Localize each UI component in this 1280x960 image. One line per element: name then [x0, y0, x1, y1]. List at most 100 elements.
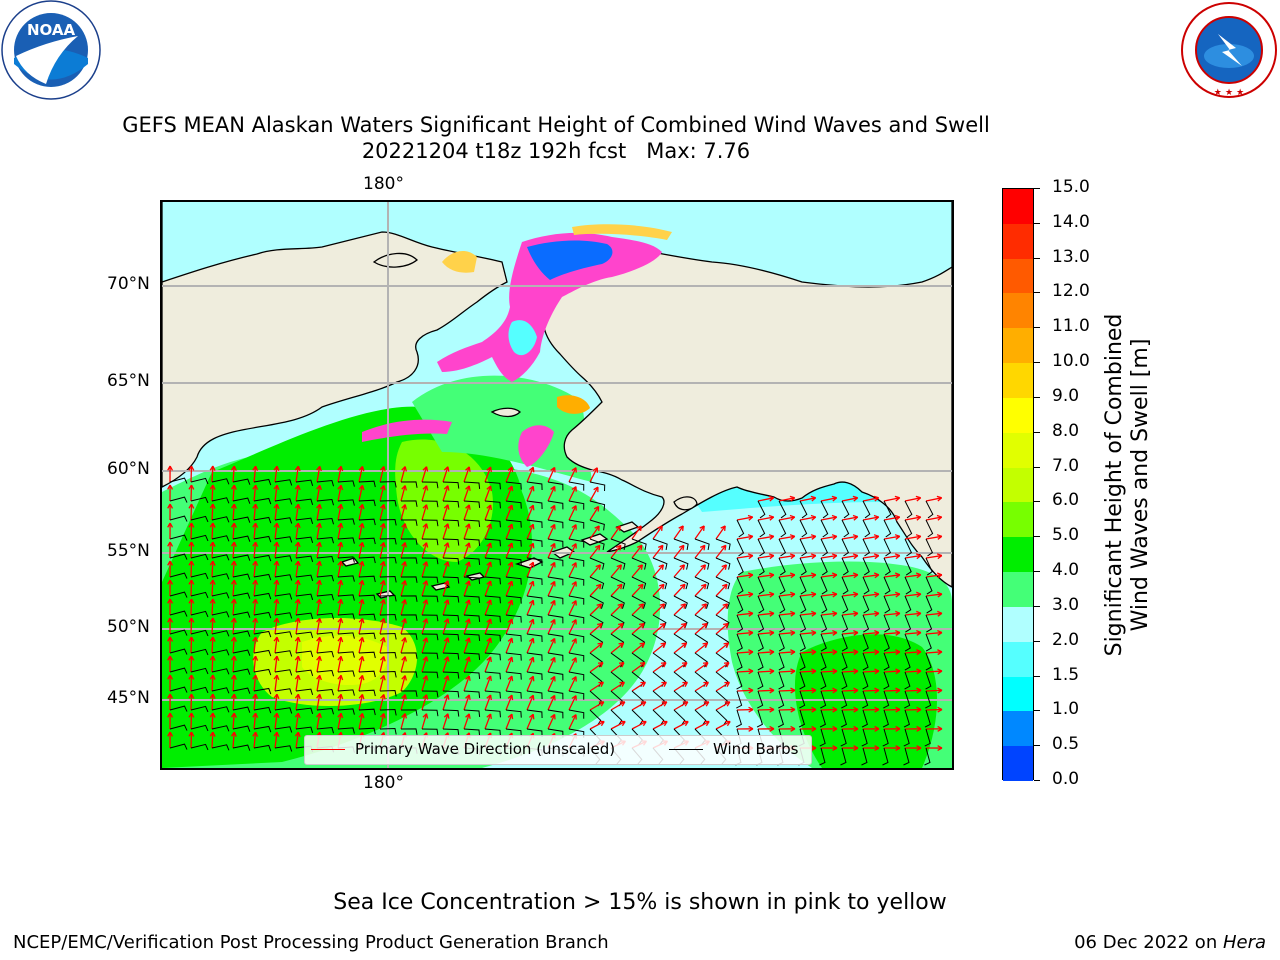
wave-arrow-head	[853, 709, 859, 713]
wind-barb	[904, 538, 913, 557]
wave-arrow-head	[188, 560, 193, 566]
wave-arrow-head	[723, 622, 729, 626]
wind-barb	[484, 595, 501, 604]
wave-arrow-head	[383, 561, 386, 567]
wave-direction-arrow	[463, 485, 470, 502]
wave-direction-arrow	[526, 695, 534, 711]
wind-barb	[253, 687, 272, 695]
wave-direction-arrow	[253, 694, 257, 711]
wind-barb	[715, 576, 731, 590]
wave-arrow-head	[789, 572, 796, 576]
wind-barb	[799, 557, 807, 576]
wave-arrow-head	[721, 564, 727, 568]
wave-arrow-head	[212, 465, 216, 471]
wind-barb	[463, 690, 481, 698]
wave-arrow-head	[663, 701, 668, 707]
wind-barb	[526, 595, 543, 605]
wave-arrow-head	[937, 687, 943, 691]
wave-arrow-head	[915, 534, 921, 537]
wave-direction-arrow	[316, 637, 321, 654]
wave-arrow-head	[638, 603, 644, 606]
wave-arrow-head	[294, 484, 299, 490]
wave-arrow-head	[422, 485, 427, 490]
colorbar-segment	[1003, 537, 1033, 573]
wave-arrow-head	[528, 618, 534, 623]
wind-barb	[568, 633, 585, 643]
wave-arrow-head	[489, 694, 492, 701]
wave-arrow-head	[895, 497, 901, 502]
colorbar-segment	[1003, 258, 1033, 294]
wave-arrow-head	[895, 629, 901, 634]
wave-arrow-head	[273, 465, 278, 471]
wind-barb	[253, 535, 272, 543]
wave-arrow-head	[790, 709, 796, 713]
wave-arrow-head	[169, 693, 174, 699]
wave-arrow-head	[425, 675, 429, 681]
wave-arrow-head	[188, 674, 193, 680]
map-panel[interactable]	[160, 200, 954, 770]
wave-arrow-head	[747, 514, 753, 518]
wave-arrow-head	[705, 662, 709, 668]
wave-arrow-head	[255, 636, 259, 642]
wave-direction-arrow	[883, 689, 901, 692]
wave-arrow-head	[853, 668, 859, 672]
wind-barb	[421, 595, 439, 603]
wind-barb	[442, 557, 460, 565]
wave-direction-arrow	[316, 504, 321, 521]
wave-arrow-head	[895, 725, 901, 730]
wave-arrow-head	[811, 706, 817, 711]
wave-direction-arrow	[925, 516, 942, 521]
wave-arrow-head	[937, 706, 943, 711]
wave-arrow-head	[811, 745, 817, 749]
wave-arrow-head	[511, 657, 514, 663]
wind-barb	[547, 481, 564, 491]
lat-label-60: 60°N	[107, 459, 150, 479]
wave-arrow-head	[811, 687, 817, 691]
wave-arrow-head	[319, 523, 322, 529]
wind-barb	[547, 709, 564, 719]
wave-direction-arrow	[757, 554, 774, 559]
wave-direction-arrow	[862, 670, 880, 673]
colorbar-tick-label: 1.5	[1052, 664, 1080, 685]
land-island-north	[372, 252, 418, 268]
wave-direction-arrow	[715, 564, 727, 578]
wind-barb	[778, 690, 785, 709]
wave-arrow-head	[209, 484, 214, 490]
wind-barb	[589, 557, 605, 570]
wave-arrow-head	[167, 617, 171, 623]
wind-barb	[232, 478, 251, 485]
wave-direction-arrow	[589, 467, 598, 483]
wind-barb	[211, 668, 230, 675]
wind-barb	[316, 612, 335, 620]
wave-arrow-head	[486, 637, 492, 642]
wave-direction-arrow	[883, 535, 900, 540]
wave-arrow-head	[639, 661, 646, 664]
wave-arrow-head	[273, 598, 278, 604]
wave-direction-arrow	[862, 612, 879, 616]
wave-arrow-head	[489, 637, 492, 644]
wave-direction-arrow	[358, 504, 364, 521]
wave-arrow-head	[358, 503, 363, 509]
wave-direction-arrow	[253, 561, 257, 578]
wave-arrow-head	[571, 505, 577, 510]
wave-direction-arrow	[253, 618, 257, 635]
wind-barb	[778, 557, 786, 576]
wave-direction-arrow	[694, 662, 709, 673]
wind-barb	[253, 497, 272, 505]
wind-barb	[274, 593, 293, 600]
wave-arrow-head	[916, 725, 922, 730]
wind-barb	[925, 690, 932, 709]
wind-barb	[358, 537, 376, 545]
wind-barb	[841, 614, 849, 633]
wind-barb	[484, 614, 501, 623]
wind-barb	[568, 614, 585, 624]
wind-barb	[316, 688, 335, 696]
wave-arrow-head	[401, 713, 406, 718]
wave-arrow-head	[811, 632, 817, 636]
wind-barb	[316, 517, 335, 525]
wave-arrow-head	[209, 465, 214, 471]
wave-arrow-head	[663, 681, 667, 687]
wave-direction-arrow	[463, 618, 470, 635]
wind-barb	[442, 519, 460, 527]
wave-arrow-head	[340, 485, 344, 491]
